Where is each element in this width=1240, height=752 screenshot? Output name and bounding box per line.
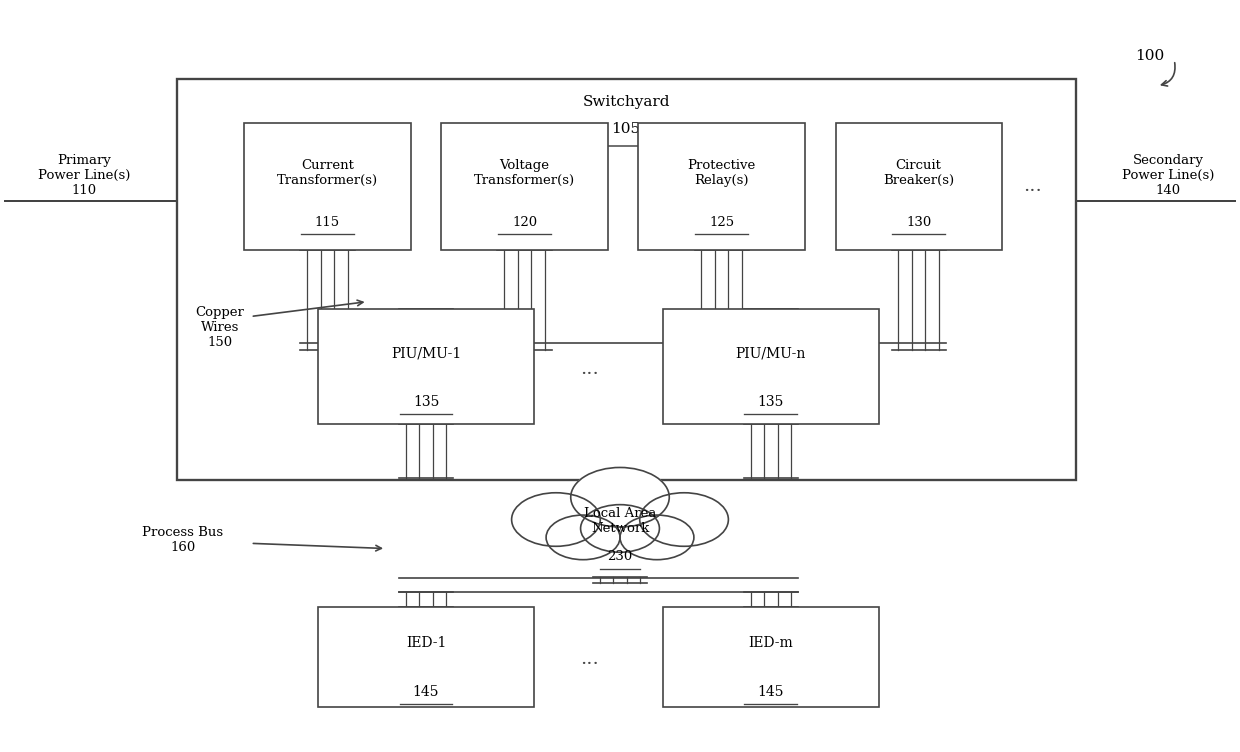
- Text: Switchyard: Switchyard: [583, 95, 670, 109]
- Text: 230: 230: [608, 550, 632, 563]
- Text: IED-1: IED-1: [405, 636, 446, 650]
- Text: 135: 135: [758, 396, 784, 409]
- Text: Circuit
Breaker(s): Circuit Breaker(s): [883, 159, 955, 187]
- FancyBboxPatch shape: [244, 123, 410, 250]
- FancyBboxPatch shape: [319, 607, 533, 707]
- Text: 100: 100: [1135, 49, 1164, 63]
- Text: 115: 115: [315, 216, 340, 229]
- Text: Copper
Wires
150: Copper Wires 150: [195, 306, 244, 349]
- FancyBboxPatch shape: [319, 309, 533, 424]
- Text: 105: 105: [611, 122, 641, 135]
- Text: 125: 125: [709, 216, 734, 229]
- Text: Primary
Power Line(s)
110: Primary Power Line(s) 110: [38, 153, 130, 197]
- FancyBboxPatch shape: [639, 123, 805, 250]
- Text: Process Bus
160: Process Bus 160: [143, 526, 223, 553]
- Text: 130: 130: [906, 216, 931, 229]
- Text: PIU/MU-1: PIU/MU-1: [391, 347, 461, 360]
- Circle shape: [620, 515, 694, 559]
- FancyBboxPatch shape: [836, 123, 1002, 250]
- Circle shape: [512, 493, 600, 546]
- Circle shape: [580, 505, 660, 552]
- Text: Current
Transformer(s): Current Transformer(s): [277, 159, 378, 187]
- Text: 145: 145: [413, 685, 439, 699]
- Text: Secondary
Power Line(s)
140: Secondary Power Line(s) 140: [1122, 153, 1214, 197]
- FancyBboxPatch shape: [176, 78, 1076, 480]
- Text: ...: ...: [580, 650, 599, 668]
- Circle shape: [640, 493, 728, 546]
- Text: PIU/MU-n: PIU/MU-n: [735, 347, 806, 360]
- Text: Protective
Relay(s): Protective Relay(s): [687, 159, 755, 187]
- FancyBboxPatch shape: [663, 309, 879, 424]
- Text: Voltage
Transformer(s): Voltage Transformer(s): [474, 159, 575, 187]
- Text: 120: 120: [512, 216, 537, 229]
- Text: 145: 145: [758, 685, 784, 699]
- Circle shape: [570, 468, 670, 527]
- Text: ...: ...: [1023, 177, 1042, 196]
- FancyBboxPatch shape: [441, 123, 608, 250]
- Text: IED-m: IED-m: [749, 636, 794, 650]
- Text: 135: 135: [413, 396, 439, 409]
- Text: ...: ...: [580, 359, 599, 378]
- Text: Local Area
Network: Local Area Network: [584, 507, 656, 535]
- FancyBboxPatch shape: [663, 607, 879, 707]
- Circle shape: [546, 515, 620, 559]
